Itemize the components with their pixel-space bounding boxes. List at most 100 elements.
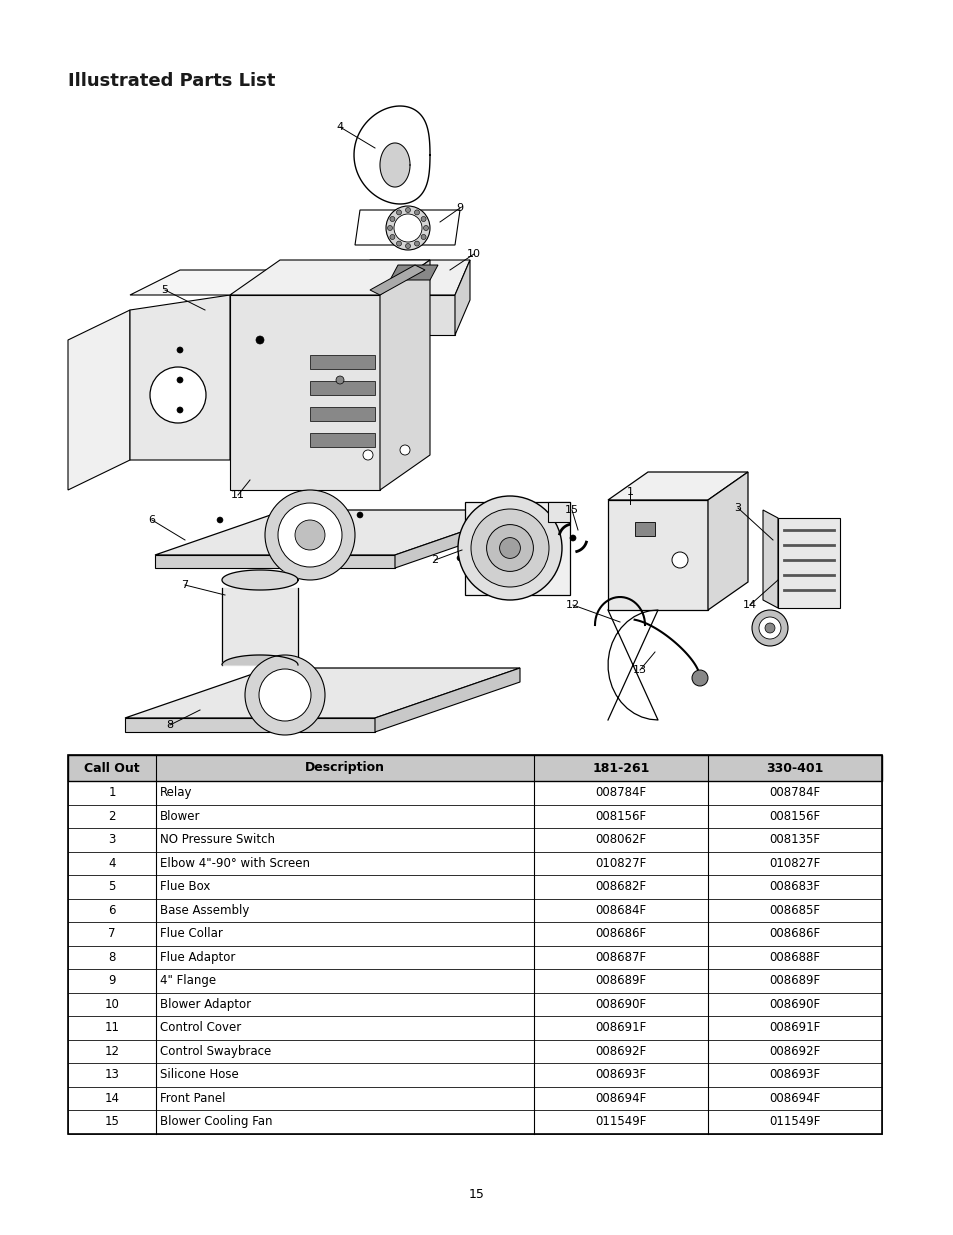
Circle shape: [396, 241, 401, 246]
Text: Blower: Blower: [160, 810, 200, 823]
Text: Control Cover: Control Cover: [160, 1021, 241, 1034]
Circle shape: [456, 555, 462, 561]
Text: 15: 15: [564, 505, 578, 515]
Text: Blower Adaptor: Blower Adaptor: [160, 998, 251, 1010]
Text: Control Swaybrace: Control Swaybrace: [160, 1045, 271, 1057]
Text: Flue Collar: Flue Collar: [160, 927, 223, 940]
Polygon shape: [222, 655, 297, 664]
Text: 008686F: 008686F: [595, 927, 646, 940]
Circle shape: [414, 210, 419, 215]
Circle shape: [390, 235, 395, 240]
Text: Flue Adaptor: Flue Adaptor: [160, 951, 235, 963]
Text: 008687F: 008687F: [595, 951, 646, 963]
Circle shape: [390, 216, 395, 221]
Circle shape: [691, 671, 707, 685]
Polygon shape: [607, 472, 747, 500]
Circle shape: [386, 206, 430, 249]
Circle shape: [499, 537, 519, 558]
Polygon shape: [455, 261, 470, 335]
Text: NO Pressure Switch: NO Pressure Switch: [160, 834, 274, 846]
Circle shape: [258, 669, 311, 721]
Text: 7: 7: [181, 580, 189, 590]
Text: 11: 11: [104, 1021, 119, 1034]
Text: 9: 9: [456, 203, 463, 212]
Polygon shape: [355, 261, 470, 295]
Polygon shape: [707, 472, 747, 610]
Text: 011549F: 011549F: [768, 1115, 820, 1129]
Text: 5: 5: [108, 881, 115, 893]
Polygon shape: [230, 261, 430, 295]
Polygon shape: [464, 501, 569, 595]
Polygon shape: [68, 946, 882, 969]
Text: 008692F: 008692F: [768, 1045, 820, 1057]
Circle shape: [150, 367, 206, 424]
Text: Blower Cooling Fan: Blower Cooling Fan: [160, 1115, 273, 1129]
Polygon shape: [68, 1040, 882, 1063]
Text: Call Out: Call Out: [84, 762, 140, 774]
Circle shape: [245, 655, 325, 735]
Text: 008694F: 008694F: [768, 1092, 820, 1105]
Circle shape: [387, 226, 392, 231]
Circle shape: [363, 450, 373, 459]
Text: 3: 3: [108, 834, 115, 846]
Text: 15: 15: [469, 1188, 484, 1202]
Text: 010827F: 010827F: [595, 857, 646, 869]
Polygon shape: [125, 668, 519, 718]
Polygon shape: [68, 1063, 882, 1087]
Text: 008692F: 008692F: [595, 1045, 646, 1057]
Text: Elbow 4"-90° with Screen: Elbow 4"-90° with Screen: [160, 857, 310, 869]
Polygon shape: [68, 876, 882, 899]
Circle shape: [255, 336, 264, 345]
Polygon shape: [68, 993, 882, 1016]
Polygon shape: [68, 851, 882, 876]
Polygon shape: [354, 106, 430, 204]
Circle shape: [569, 535, 576, 541]
Polygon shape: [379, 143, 410, 186]
Text: 008156F: 008156F: [768, 810, 820, 823]
Circle shape: [486, 525, 533, 572]
Text: Front Panel: Front Panel: [160, 1092, 225, 1105]
Polygon shape: [68, 899, 882, 923]
Polygon shape: [395, 510, 524, 568]
Text: 181-261: 181-261: [592, 762, 649, 774]
Text: 13: 13: [105, 1068, 119, 1082]
Text: 008685F: 008685F: [769, 904, 820, 916]
Text: 13: 13: [633, 664, 646, 676]
Circle shape: [414, 241, 419, 246]
Polygon shape: [762, 510, 778, 608]
Circle shape: [396, 210, 401, 215]
Text: 008689F: 008689F: [595, 974, 646, 987]
Polygon shape: [130, 270, 280, 295]
Polygon shape: [310, 382, 375, 395]
Polygon shape: [355, 295, 455, 335]
Circle shape: [751, 610, 787, 646]
Circle shape: [671, 552, 687, 568]
Text: 8: 8: [108, 951, 115, 963]
Text: 008688F: 008688F: [769, 951, 820, 963]
Circle shape: [420, 216, 426, 221]
Text: Flue Box: Flue Box: [160, 881, 210, 893]
Circle shape: [457, 496, 561, 600]
Polygon shape: [547, 501, 569, 522]
Polygon shape: [390, 266, 437, 280]
Polygon shape: [154, 510, 524, 555]
Text: 4" Flange: 4" Flange: [160, 974, 215, 987]
Circle shape: [177, 347, 183, 353]
Text: 008062F: 008062F: [595, 834, 646, 846]
Circle shape: [764, 622, 774, 634]
Text: 14: 14: [104, 1092, 119, 1105]
Circle shape: [405, 207, 410, 212]
Polygon shape: [310, 354, 375, 369]
Text: 4: 4: [108, 857, 115, 869]
Polygon shape: [370, 266, 424, 295]
Text: 4: 4: [336, 122, 343, 132]
Polygon shape: [68, 1110, 882, 1134]
Text: 7: 7: [108, 927, 115, 940]
Polygon shape: [68, 804, 882, 827]
Text: 008691F: 008691F: [768, 1021, 820, 1034]
Polygon shape: [635, 522, 655, 536]
Text: 10: 10: [467, 249, 480, 259]
Text: 008694F: 008694F: [595, 1092, 646, 1105]
Text: 008690F: 008690F: [595, 998, 646, 1010]
Polygon shape: [68, 755, 882, 781]
